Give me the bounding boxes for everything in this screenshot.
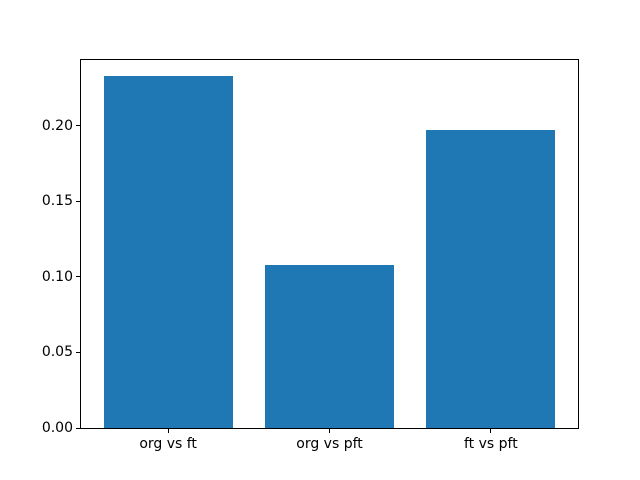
bar-ft-vs-pft	[426, 130, 556, 428]
y-axis-tick-mark	[76, 427, 80, 429]
y-axis-tick-label: 0.20	[41, 117, 73, 134]
x-axis-tick-label: org vs ft	[139, 436, 197, 452]
y-axis-tick-mark	[76, 351, 80, 353]
plot-area: 0.00 0.05 0.10 0.15 0.20 org vs ft org vs pft f…	[42, 59, 579, 451]
y-axis-tick-mark	[76, 125, 80, 127]
y-axis-tick-label: 0.00	[41, 420, 73, 436]
y-axis-tick-mark	[76, 200, 80, 202]
bar-org-vs-pft	[264, 264, 395, 428]
x-axis-tick-mark	[490, 429, 492, 433]
y-axis-tick-label: 0.10	[41, 268, 73, 285]
x-axis-tick-mark	[167, 429, 169, 433]
x-axis-tick-label: ft vs pft	[464, 436, 518, 452]
y-axis-tick-label: 0.05	[41, 344, 73, 361]
x-axis-tick-mark	[329, 429, 330, 433]
bar-org-vs-ft	[103, 75, 233, 428]
x-axis-tick-label: org vs pft	[296, 436, 363, 452]
y-axis-tick-mark	[76, 276, 80, 278]
y-axis-tick-label: 0.15	[41, 193, 73, 210]
